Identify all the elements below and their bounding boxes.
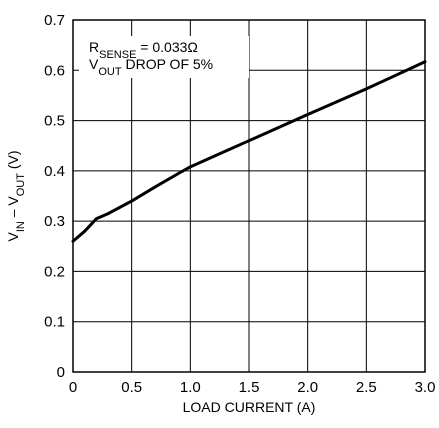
annotation-background — [79, 36, 249, 78]
y-tick-label: 0.6 — [44, 62, 65, 79]
text-span: V — [5, 232, 21, 242]
y-tick-labels: 0 0.1 0.2 0.3 0.4 0.5 0.6 0.7 — [44, 12, 65, 381]
x-tick-label: 1.5 — [239, 379, 260, 396]
y-tick-label: 0.3 — [44, 213, 65, 230]
y-tick-label: 0.5 — [44, 113, 65, 130]
x-axis-label: LOAD CURRENT (A) — [183, 399, 316, 415]
x-tick-label: 3.0 — [415, 379, 436, 396]
plot-frame-rect — [72, 19, 426, 373]
subscript-text: SENSE — [99, 49, 136, 61]
y-tick-label: 0.1 — [44, 314, 65, 331]
x-tick-labels: 0 0.5 1.0 1.5 2.0 2.5 3.0 — [69, 379, 436, 396]
plot-frame — [72, 19, 426, 373]
x-tick-label: 2.0 — [297, 379, 318, 396]
y-tick-label: 0.4 — [44, 163, 65, 180]
text-span: = 0.033Ω — [136, 39, 197, 55]
y-tick-label: 0.7 — [44, 12, 65, 29]
text-span: – V — [5, 196, 21, 222]
series-line — [71, 60, 427, 243]
text-span: (V) — [5, 150, 21, 173]
x-tick-label: 1.0 — [180, 379, 201, 396]
subscript-text: IN — [15, 221, 27, 232]
x-tick-label: 0 — [69, 379, 77, 396]
text-span: DROP OF 5% — [122, 56, 214, 72]
x-tick-label: 0.5 — [121, 379, 142, 396]
subscript-text: OUT — [15, 173, 27, 197]
y-tick-label: 0.2 — [44, 263, 65, 280]
annotation-line: VOUT DROP OF 5% — [89, 56, 213, 78]
annotation-line: RSENSE = 0.033Ω — [89, 39, 198, 61]
series-layer — [71, 60, 427, 243]
y-tick-label: 0 — [57, 364, 65, 381]
subscript-text: OUT — [98, 66, 122, 78]
text-span: R — [89, 39, 99, 55]
text-span: V — [89, 56, 99, 72]
x-tick-label: 2.5 — [356, 379, 377, 396]
y-axis-label: VIN – VOUT (V) — [5, 150, 27, 241]
